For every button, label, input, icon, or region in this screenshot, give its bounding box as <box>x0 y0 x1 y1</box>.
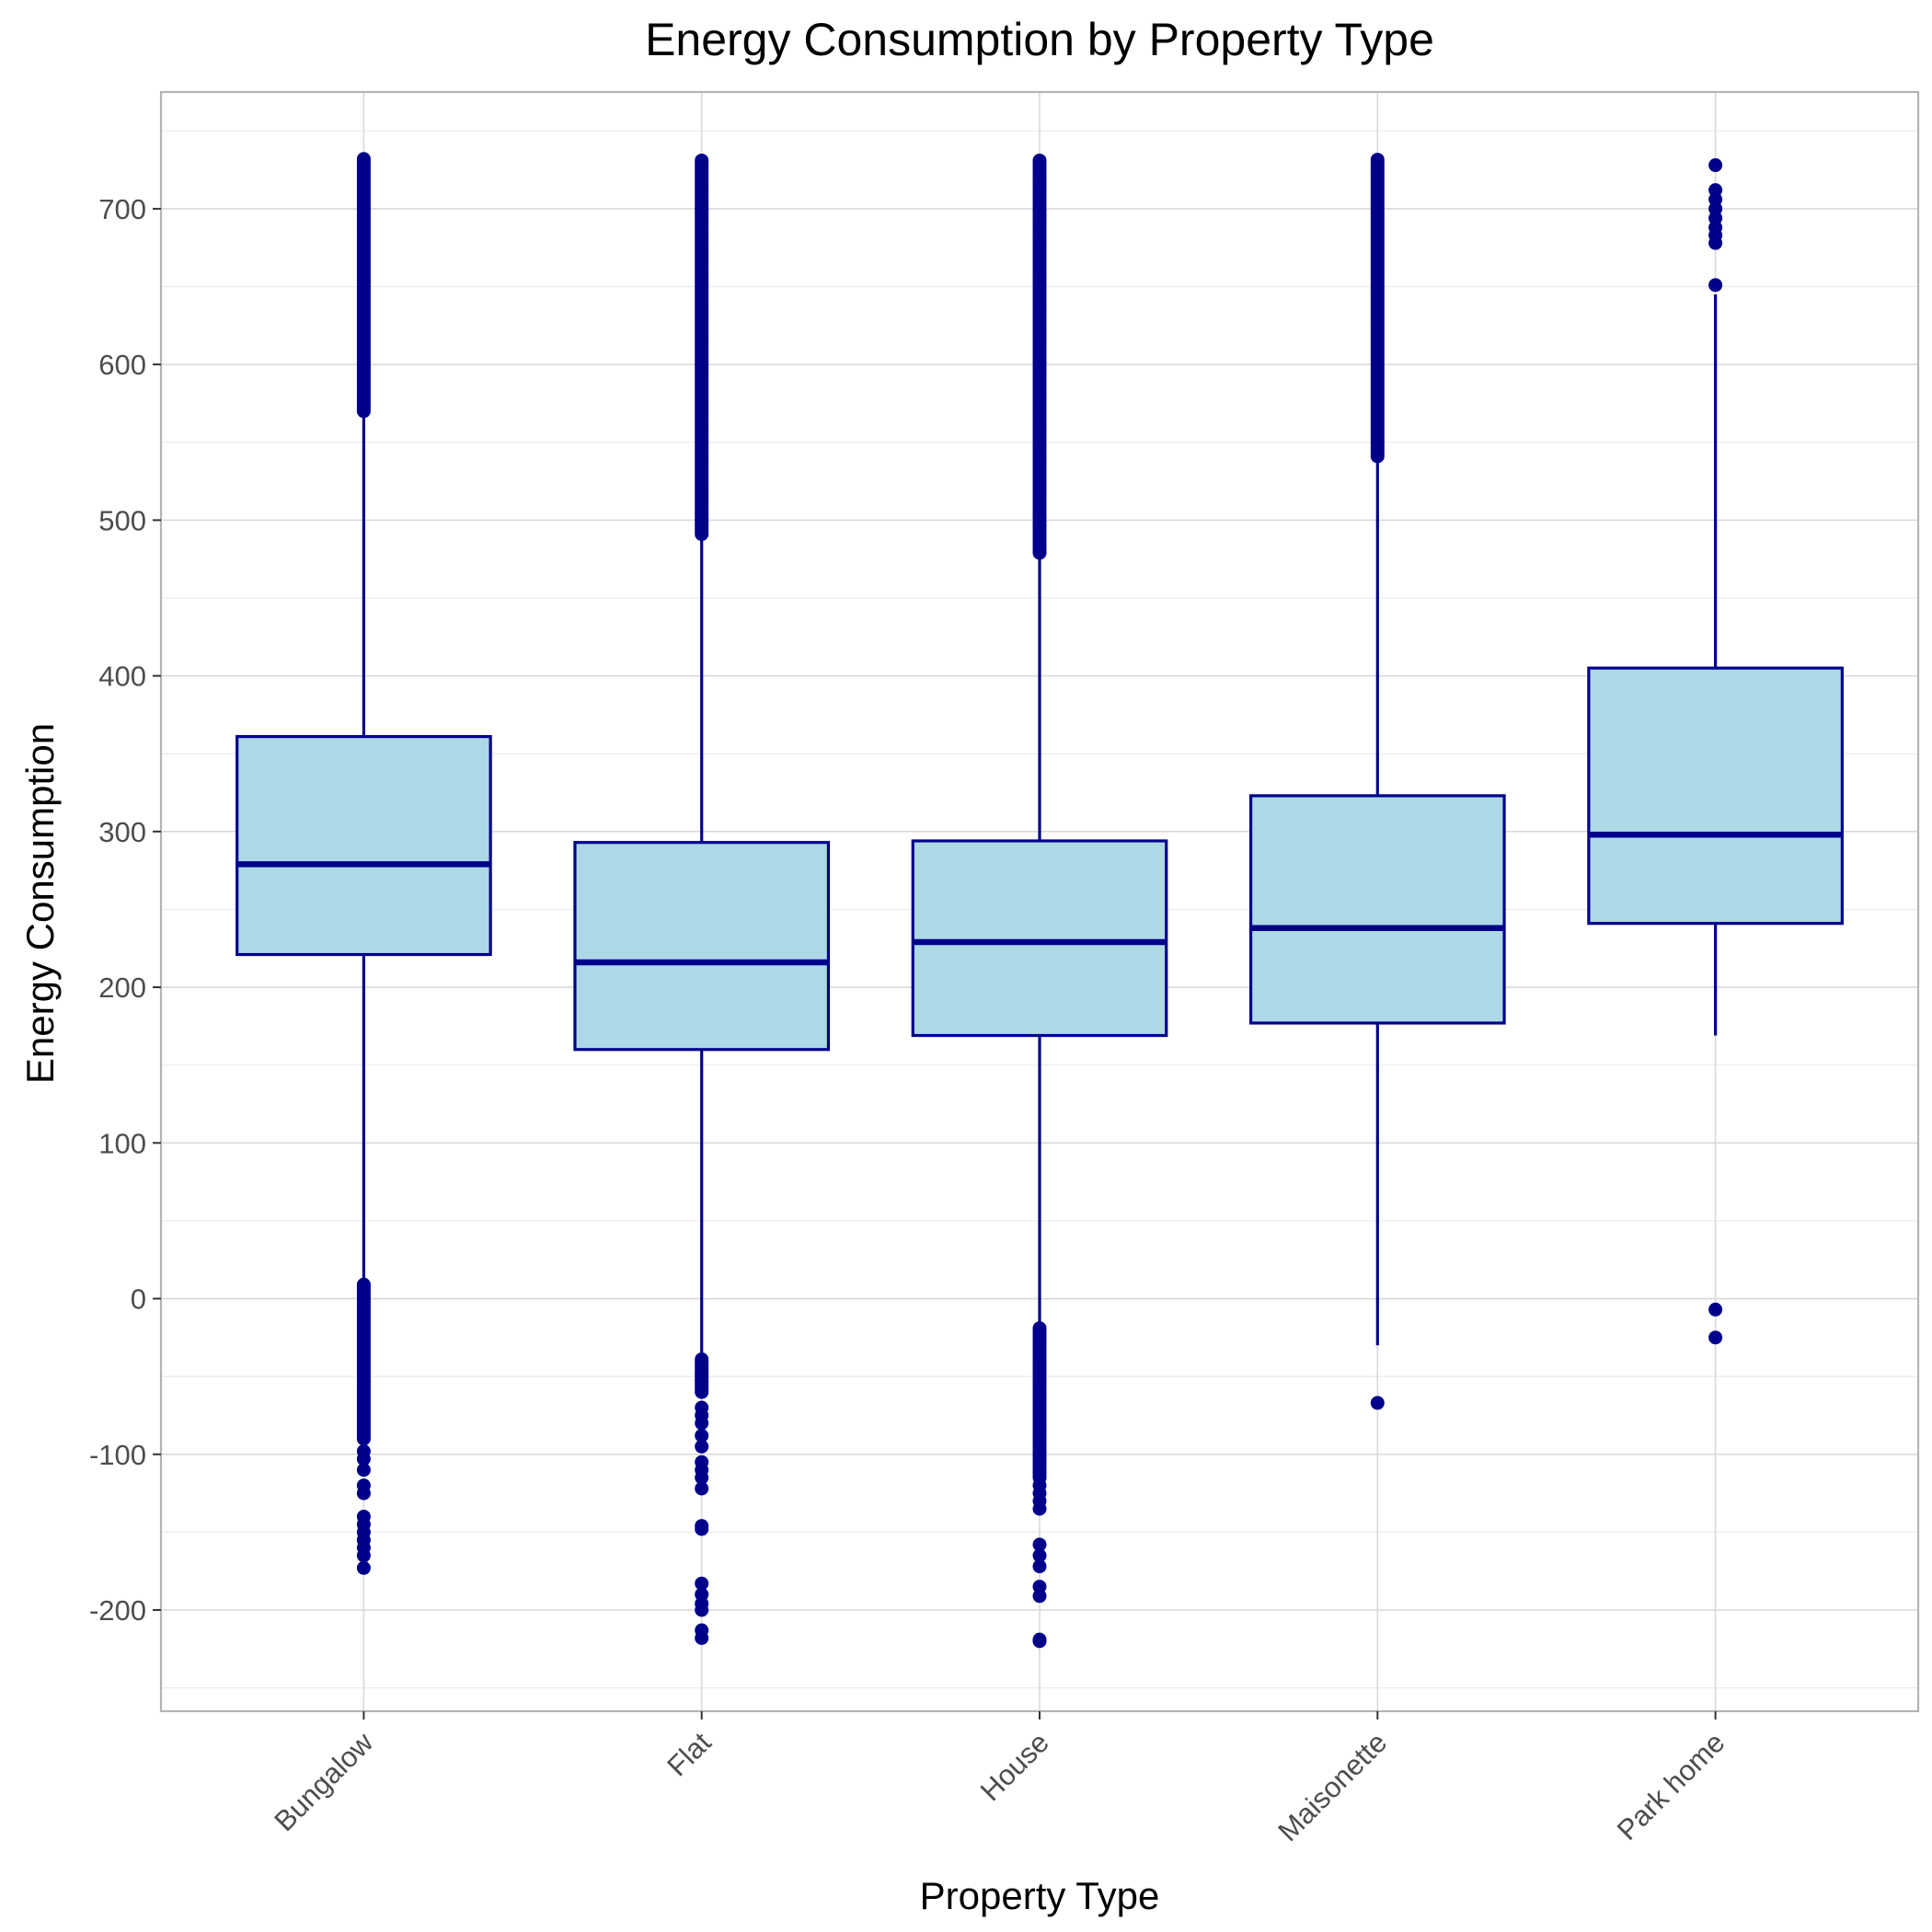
box-iqr <box>1587 666 1844 926</box>
outlier-point <box>695 1352 709 1367</box>
y-tick-label: 400 <box>98 661 146 693</box>
box-iqr <box>573 841 831 1052</box>
y-tick-label: -100 <box>89 1439 146 1471</box>
outlier-point <box>1708 278 1723 293</box>
outlier-point <box>356 152 371 167</box>
y-tick-label: 700 <box>98 193 146 225</box>
box-maisonette <box>1248 153 1506 1410</box>
outlier-point <box>1370 153 1385 167</box>
outlier-point <box>695 1522 709 1536</box>
outlier-point <box>1032 1559 1047 1574</box>
outlier-point <box>695 1576 709 1591</box>
outlier-point <box>695 153 709 167</box>
outlier-point <box>695 1416 709 1431</box>
y-axis-title: Energy Consumption <box>18 723 62 1084</box>
outlier-point <box>695 1428 709 1443</box>
outlier-point <box>1032 1548 1047 1563</box>
x-tick-label: Flat <box>661 1726 718 1783</box>
y-tick-label: 500 <box>98 504 146 536</box>
outlier-point <box>356 1560 371 1575</box>
x-tick-label: Maisonette <box>1271 1726 1393 1847</box>
outlier-point <box>695 1603 709 1617</box>
outlier-point <box>1032 1589 1047 1604</box>
outlier-point <box>1370 1396 1385 1410</box>
outlier-point <box>695 1630 709 1645</box>
y-tick-label: 600 <box>98 349 146 381</box>
outlier-point <box>1032 1501 1047 1516</box>
outlier-point <box>1708 1302 1723 1317</box>
outlier-point <box>356 1548 371 1563</box>
outlier-point <box>1032 153 1047 167</box>
x-tick-label: Park home <box>1611 1726 1731 1846</box>
x-axis-title: Property Type <box>920 1874 1160 1917</box>
outlier-point <box>356 1486 371 1501</box>
outlier-point <box>1708 158 1723 173</box>
outlier-point <box>1708 183 1723 198</box>
outlier-point <box>356 1277 371 1292</box>
marks-layer <box>236 152 1844 1649</box>
outlier-point <box>695 1470 709 1485</box>
outlier-point <box>695 1439 709 1454</box>
box-iqr <box>1248 794 1506 1025</box>
x-tick-label: House <box>974 1726 1055 1807</box>
outlier-point <box>356 1452 371 1466</box>
y-tick-label: 0 <box>131 1283 146 1316</box>
x-tick-label: Bungalow <box>268 1726 379 1837</box>
outlier-point <box>695 1481 709 1496</box>
box-iqr <box>236 735 492 957</box>
box-park-home <box>1587 158 1844 1345</box>
box-house <box>911 153 1168 1649</box>
box-flat <box>573 153 831 1645</box>
outlier-point <box>1032 1537 1047 1552</box>
outlier-point <box>356 1463 371 1478</box>
outlier-point <box>1032 1321 1047 1336</box>
box-iqr <box>911 839 1168 1038</box>
y-tick-label: 300 <box>98 816 146 848</box>
box-bungalow <box>236 152 492 1575</box>
outlier-point <box>1032 1634 1047 1649</box>
y-tick-label: 200 <box>98 972 146 1004</box>
y-tick-label: 100 <box>98 1127 146 1159</box>
chart-title: Energy Consumption by Property Type <box>645 14 1434 65</box>
outlier-point <box>1708 1330 1723 1345</box>
y-tick-label: -200 <box>89 1594 146 1627</box>
